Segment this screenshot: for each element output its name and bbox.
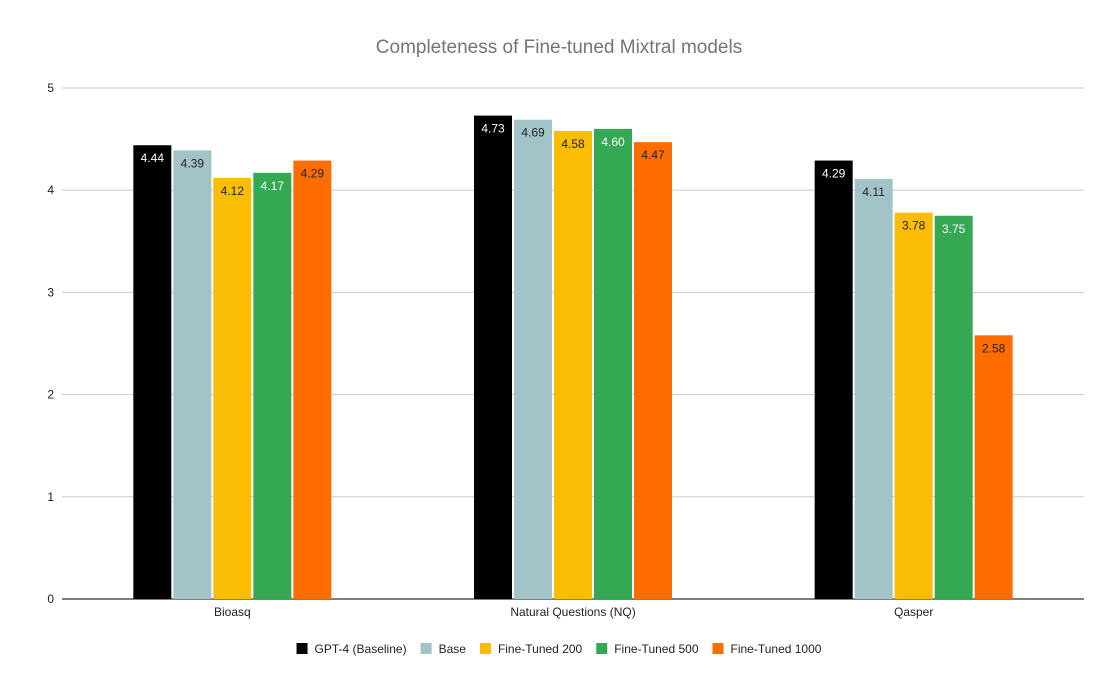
x-category-label: Natural Questions (NQ) [510,605,635,619]
legend-swatch [596,643,608,654]
y-tick-label: 5 [47,81,54,95]
bar [894,212,933,599]
bar [133,145,172,599]
data-label: 4.17 [261,179,285,193]
data-label: 4.11 [862,185,885,199]
bar [253,172,292,600]
y-tick-label: 4 [47,183,54,197]
bar [173,150,212,600]
bar [814,160,853,599]
data-label: 4.44 [141,151,165,165]
bar [934,215,973,599]
x-category-label: Bioasq [214,605,251,619]
data-label: 2.58 [982,341,1006,355]
legend: GPT-4 (Baseline) Base Fine-Tuned 200 Fine-T… [296,642,822,656]
y-tick-label: 0 [47,592,54,606]
y-tick-label: 1 [47,490,54,504]
legend-swatch [712,643,724,654]
data-label: 4.29 [301,167,325,181]
y-axis-ticks: 0 1 2 3 4 5 [47,81,54,606]
data-labels: 4.44 4.39 4.12 4.17 4.29 4.73 4.69 4.58 4.60 4.47… [141,122,1006,356]
data-label: 4.60 [601,135,625,149]
bar [594,128,632,599]
x-category-label: Qasper [894,605,933,619]
bar [634,142,672,599]
data-label: 4.47 [641,148,665,162]
data-label: 4.69 [521,126,545,140]
legend-label: GPT-4 (Baseline) [315,642,407,656]
data-label: 3.75 [942,222,966,236]
bar [293,160,332,599]
data-label: 4.39 [181,156,205,170]
y-tick-label: 2 [47,388,54,402]
data-label: 4.73 [481,122,505,136]
bars [133,115,1013,600]
bar [554,130,592,599]
legend-swatch [479,643,491,654]
bar [854,178,893,599]
legend-label: Fine-Tuned 1000 [731,642,822,656]
data-label: 4.58 [561,137,585,151]
bar [474,115,512,600]
x-axis-categories: Bioasq Natural Questions (NQ) Qasper [214,605,933,619]
legend-label: Base [439,642,467,656]
chart-title: Completeness of Fine-tuned Mixtral model… [376,37,742,58]
legend-label: Fine-Tuned 200 [498,642,583,656]
legend-label: Fine-Tuned 500 [614,642,699,656]
legend-swatch [420,643,432,654]
bar [514,119,552,599]
bar [974,335,1013,599]
y-tick-label: 3 [47,285,54,299]
data-label: 3.78 [902,219,926,233]
data-label: 4.29 [822,167,846,181]
bar [213,177,252,599]
legend-swatch [296,643,308,654]
data-label: 4.12 [221,184,245,198]
